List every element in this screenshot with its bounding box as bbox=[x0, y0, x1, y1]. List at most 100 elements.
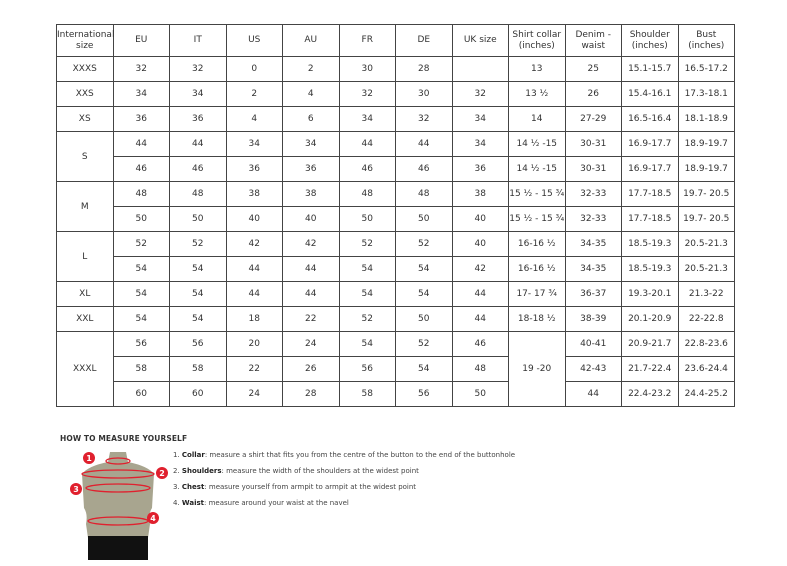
table-cell: 20.1-20.9 bbox=[621, 306, 679, 332]
table-cell: 44 bbox=[564, 381, 622, 407]
international-size-cell: S bbox=[56, 131, 114, 182]
table-cell: 34-35 bbox=[564, 231, 622, 257]
table-cell: 40 bbox=[451, 231, 509, 257]
column-header: AU bbox=[282, 24, 340, 57]
table-cell: 30 bbox=[395, 81, 453, 107]
svg-text:2: 2 bbox=[159, 469, 165, 478]
table-cell: 19.7- 20.5 bbox=[677, 181, 735, 207]
table-cell: 26 bbox=[282, 356, 340, 382]
table-cell: 40 bbox=[451, 206, 509, 232]
column-header: EU bbox=[112, 24, 170, 57]
table-cell: 46 bbox=[395, 156, 453, 182]
table-cell: 34-35 bbox=[564, 256, 622, 282]
marker-4: 4 bbox=[147, 512, 159, 524]
table-cell: 34 bbox=[451, 106, 509, 132]
table-row: 54 54 44 44 54 54 42 16-16 ½ 34-35 18.5-19.3 20.5-… bbox=[57, 256, 735, 282]
international-size-cell: XXXL bbox=[56, 331, 114, 407]
table-cell: 18.9-19.7 bbox=[677, 156, 735, 182]
table-cell: 58 bbox=[169, 356, 227, 382]
table-cell: 32 bbox=[451, 81, 509, 107]
table-cell: 42 bbox=[282, 231, 340, 257]
table-cell: 15 ½ - 15 ¾ bbox=[508, 181, 566, 207]
table-cell: 44 bbox=[169, 131, 227, 157]
table-cell: 54 bbox=[338, 281, 396, 307]
table-cell: 40-41 bbox=[564, 331, 622, 357]
table-cell: 13 ½ bbox=[508, 81, 566, 107]
marker-2: 2 bbox=[156, 467, 168, 479]
table-cell: 36 bbox=[169, 106, 227, 132]
table-cell: 44 bbox=[112, 131, 170, 157]
table-cell: 18.9-19.7 bbox=[677, 131, 735, 157]
table-cell: 34 bbox=[338, 106, 396, 132]
measure-steps: 1. Collar: measure a shirt that fits you… bbox=[173, 451, 515, 515]
measure-title: HOW TO MEASURE YOURSELF bbox=[60, 434, 188, 443]
table-cell: 56 bbox=[169, 331, 227, 357]
table-cell: 38-39 bbox=[564, 306, 622, 332]
torso-illustration: 1 2 3 4 bbox=[70, 452, 168, 560]
table-cell: 44 bbox=[338, 131, 396, 157]
column-header: Shirt collar (inches) bbox=[508, 24, 566, 57]
table-cell: 32-33 bbox=[564, 206, 622, 232]
table-cell: 50 bbox=[395, 306, 453, 332]
table-row: XXL 54 54 18 22 52 50 44 18-18 ½ 38-39 20.1-20.9 22… bbox=[56, 306, 735, 332]
table-row: 46 46 36 36 46 46 36 14 ½ -15 30-31 16.9-17.7 18.9… bbox=[57, 156, 735, 182]
column-header: Denim - waist bbox=[564, 24, 622, 57]
international-size-cell: XL bbox=[56, 281, 114, 307]
table-row: 58 58 22 26 56 54 48 42-43 21.7-22.4 23.6-24.4 bbox=[57, 356, 735, 382]
table-cell: 60 bbox=[112, 381, 170, 407]
table-cell: 20.5-21.3 bbox=[677, 256, 735, 282]
table-cell: 60 bbox=[169, 381, 227, 407]
table-cell: 30-31 bbox=[564, 156, 622, 182]
column-header: DE bbox=[395, 24, 453, 57]
table-row: 50 50 40 40 50 50 40 15 ½ - 15 ¾ 32-33 17.7-18.5 1… bbox=[57, 206, 735, 232]
table-cell: 54 bbox=[112, 256, 170, 282]
table-cell: 50 bbox=[451, 381, 509, 407]
table-cell: 17- 17 ¾ bbox=[508, 281, 566, 307]
table-cell: 38 bbox=[451, 181, 509, 207]
table-cell: 56 bbox=[112, 331, 170, 357]
table-cell: 13 bbox=[508, 56, 566, 82]
column-header: Shoulder (inches) bbox=[621, 24, 679, 57]
table-row: XXXS 32 32 0 2 30 28 13 25 15.1-15.7 16.5-17.2 bbox=[56, 56, 735, 82]
table-cell: 18-18 ½ bbox=[508, 306, 566, 332]
column-header: US bbox=[225, 24, 283, 57]
table-cell: 54 bbox=[395, 256, 453, 282]
table-cell: 19.3-20.1 bbox=[621, 281, 679, 307]
table-cell: 16.5-16.4 bbox=[621, 106, 679, 132]
table-cell: 54 bbox=[169, 256, 227, 282]
table-cell: 54 bbox=[338, 331, 396, 357]
table-cell: 20.5-21.3 bbox=[677, 231, 735, 257]
table-cell: 20.9-21.7 bbox=[621, 331, 679, 357]
table-cell: 44 bbox=[282, 281, 340, 307]
table-cell: 54 bbox=[395, 281, 453, 307]
table-cell: 27-29 bbox=[564, 106, 622, 132]
table-cell: 18 bbox=[225, 306, 283, 332]
table-cell: 46 bbox=[451, 331, 509, 357]
table-cell: 56 bbox=[395, 381, 453, 407]
table-cell: 4 bbox=[282, 81, 340, 107]
step-collar: 1. Collar: measure a shirt that fits you… bbox=[173, 451, 516, 459]
table-cell: 42-43 bbox=[564, 356, 622, 382]
table-cell: 48 bbox=[169, 181, 227, 207]
table-row: M 48 48 38 38 48 48 38 15 ½ - 15 ¾ 32-33 17.7-18.5… bbox=[56, 181, 735, 232]
table-row: XS 36 36 4 6 34 32 34 14 27-29 16.5-16.4 18.1-18.9 bbox=[56, 106, 735, 132]
table-cell: 48 bbox=[338, 181, 396, 207]
table-cell: 16.9-17.7 bbox=[621, 131, 679, 157]
table-cell: 15 ½ - 15 ¾ bbox=[508, 206, 566, 232]
table-cell: 34 bbox=[169, 81, 227, 107]
table-cell: 0 bbox=[225, 56, 283, 82]
table-cell: 24.4-25.2 bbox=[677, 381, 735, 407]
table-cell: 6 bbox=[282, 106, 340, 132]
table-cell: 2 bbox=[225, 81, 283, 107]
table-cell: 52 bbox=[169, 231, 227, 257]
marker-1: 1 bbox=[83, 452, 95, 464]
table-cell: 28 bbox=[282, 381, 340, 407]
table-cell: 14 ½ -15 bbox=[508, 156, 566, 182]
table-cell: 40 bbox=[225, 206, 283, 232]
table-row: L 52 52 42 42 52 52 40 16-16 ½ 34-35 18.5-19.3 20.5… bbox=[56, 231, 735, 282]
table-cell: 42 bbox=[451, 256, 509, 282]
table-cell: 22 bbox=[282, 306, 340, 332]
table-cell: 4 bbox=[225, 106, 283, 132]
table-row: XXS 34 34 2 4 32 30 32 13 ½ 26 15.4-16.1 17.3-18.1 bbox=[56, 81, 735, 107]
size-chart-table: International size EU IT US AU FR DE UK size Shi… bbox=[56, 24, 735, 407]
